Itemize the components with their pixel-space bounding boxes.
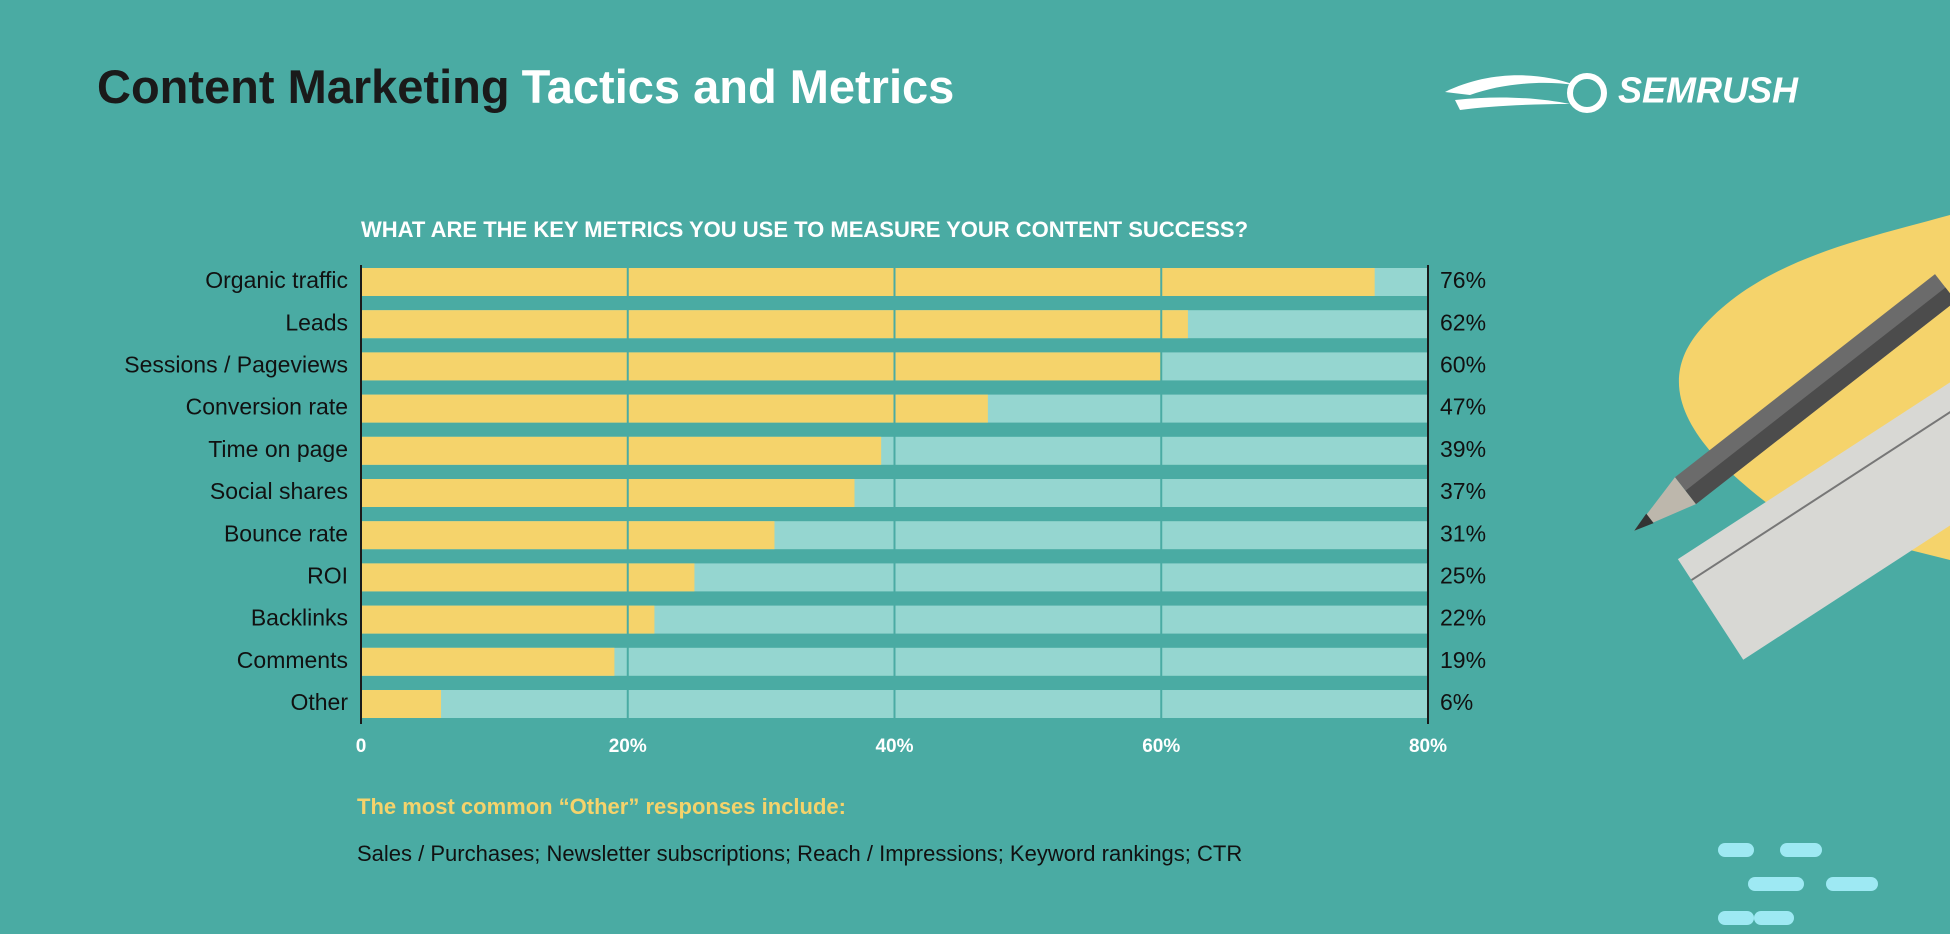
y-tick-label: Time on page — [208, 436, 348, 462]
note-text: Sales / Purchases; Newsletter subscripti… — [357, 841, 1242, 866]
bar — [361, 605, 655, 634]
value-label: 31% — [1440, 520, 1486, 546]
value-label: 62% — [1440, 309, 1486, 335]
x-tick-label: 60% — [1142, 736, 1180, 757]
y-tick-label: Backlinks — [251, 605, 348, 631]
x-tick-label: 0 — [356, 736, 367, 757]
value-label: 39% — [1440, 436, 1486, 462]
bar — [361, 690, 442, 718]
y-tick-label: Other — [290, 689, 348, 715]
value-label: 37% — [1440, 478, 1486, 504]
title-dark: Content Marketing — [97, 60, 510, 113]
bar — [361, 647, 615, 676]
value-label: 76% — [1440, 267, 1486, 293]
decor-ruler — [1677, 379, 1950, 660]
value-label: 60% — [1440, 351, 1486, 377]
bar — [361, 394, 988, 423]
value-label: 22% — [1440, 605, 1486, 631]
bar — [361, 563, 695, 592]
note-title: The most common “Other” responses includ… — [357, 794, 846, 819]
bar — [361, 352, 1162, 381]
y-tick-label: Leads — [285, 309, 348, 335]
x-tick-label: 40% — [875, 736, 913, 757]
decor-dashes — [1718, 843, 1878, 925]
y-tick-label: ROI — [307, 562, 348, 588]
y-tick-label: Sessions / Pageviews — [124, 351, 348, 377]
y-tick-label: Conversion rate — [186, 394, 348, 420]
bar — [361, 310, 1188, 339]
value-label: 47% — [1440, 394, 1486, 420]
value-label: 19% — [1440, 647, 1486, 673]
bar — [361, 268, 1375, 296]
x-tick-label: 80% — [1409, 736, 1447, 757]
y-tick-label: Social shares — [210, 478, 348, 504]
value-label: 6% — [1440, 689, 1473, 715]
chart-subtitle: WHAT ARE THE KEY METRICS YOU USE TO MEAS… — [361, 217, 1248, 242]
chart-title: Content Marketing Tactics and Metrics — [97, 60, 954, 113]
bar — [361, 521, 775, 550]
decor-pencil — [1634, 274, 1950, 531]
y-tick-label: Bounce rate — [224, 520, 348, 546]
logo-text: SEMRUSH — [1618, 70, 1799, 111]
x-tick-label: 20% — [609, 736, 647, 757]
y-tick-label: Organic traffic — [205, 267, 348, 293]
title-light: Tactics and Metrics — [522, 60, 955, 113]
logo: SEMRUSH — [1445, 70, 1799, 113]
value-label: 25% — [1440, 562, 1486, 588]
bar — [361, 479, 855, 507]
bar — [361, 436, 882, 465]
y-tick-label: Comments — [237, 647, 348, 673]
